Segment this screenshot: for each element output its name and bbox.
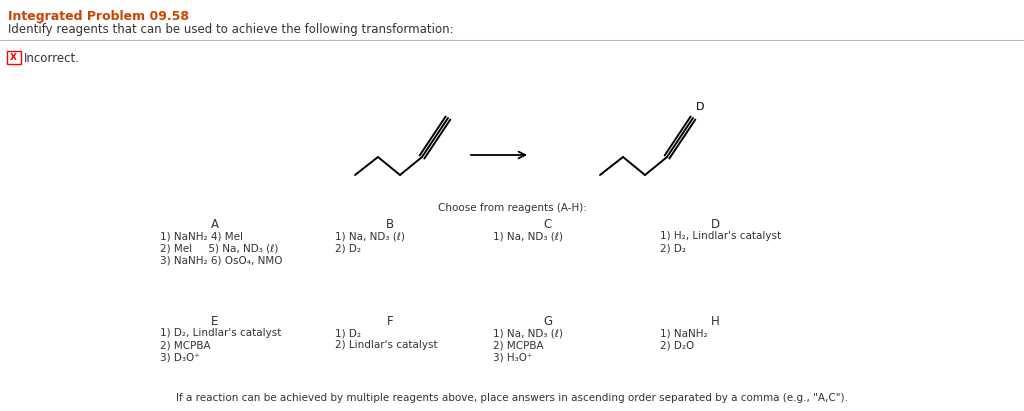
Text: Identify reagents that can be used to achieve the following transformation:: Identify reagents that can be used to ac… [8,23,454,36]
Text: 1) D₂, Lindlar's catalyst: 1) D₂, Lindlar's catalyst [160,328,282,338]
Text: 3) D₃O⁺: 3) D₃O⁺ [160,352,200,362]
Text: 1) Na, ND₃ (ℓ): 1) Na, ND₃ (ℓ) [335,231,406,241]
Text: 1) NaNH₂: 1) NaNH₂ [660,328,708,338]
Text: Integrated Problem 09.58: Integrated Problem 09.58 [8,10,189,23]
Text: H: H [711,315,720,328]
Text: 2) D₂: 2) D₂ [335,243,361,253]
Text: E: E [211,315,219,328]
Text: 1) Na, ND₃ (ℓ): 1) Na, ND₃ (ℓ) [493,328,563,338]
Text: X: X [10,53,17,62]
Text: A: A [211,218,219,231]
Text: 2) MeI     5) Na, ND₃ (ℓ): 2) MeI 5) Na, ND₃ (ℓ) [160,243,279,253]
Text: 3) NaNH₂ 6) OsO₄, NMO: 3) NaNH₂ 6) OsO₄, NMO [160,255,283,265]
Text: F: F [387,315,393,328]
Text: 3) H₃O⁺: 3) H₃O⁺ [493,352,532,362]
Text: 2) D₂O: 2) D₂O [660,340,694,350]
Text: 2) Lindlar's catalyst: 2) Lindlar's catalyst [335,340,437,350]
Text: B: B [386,218,394,231]
Text: 2) D₂: 2) D₂ [660,243,686,253]
Text: D: D [696,102,705,112]
FancyBboxPatch shape [6,51,20,65]
Text: 2) MCPBA: 2) MCPBA [493,340,544,350]
Text: 1) D₂: 1) D₂ [335,328,361,338]
Text: Incorrect.: Incorrect. [24,51,80,65]
Text: D: D [711,218,720,231]
Text: G: G [544,315,553,328]
Text: C: C [544,218,552,231]
Text: 2) MCPBA: 2) MCPBA [160,340,211,350]
Text: 1) Na, ND₃ (ℓ): 1) Na, ND₃ (ℓ) [493,231,563,241]
Text: If a reaction can be achieved by multiple reagents above, place answers in ascen: If a reaction can be achieved by multipl… [176,393,848,403]
Text: Choose from reagents (A-H):: Choose from reagents (A-H): [437,203,587,213]
Text: 1) NaNH₂ 4) MeI: 1) NaNH₂ 4) MeI [160,231,243,241]
Text: 1) H₂, Lindlar's catalyst: 1) H₂, Lindlar's catalyst [660,231,781,241]
